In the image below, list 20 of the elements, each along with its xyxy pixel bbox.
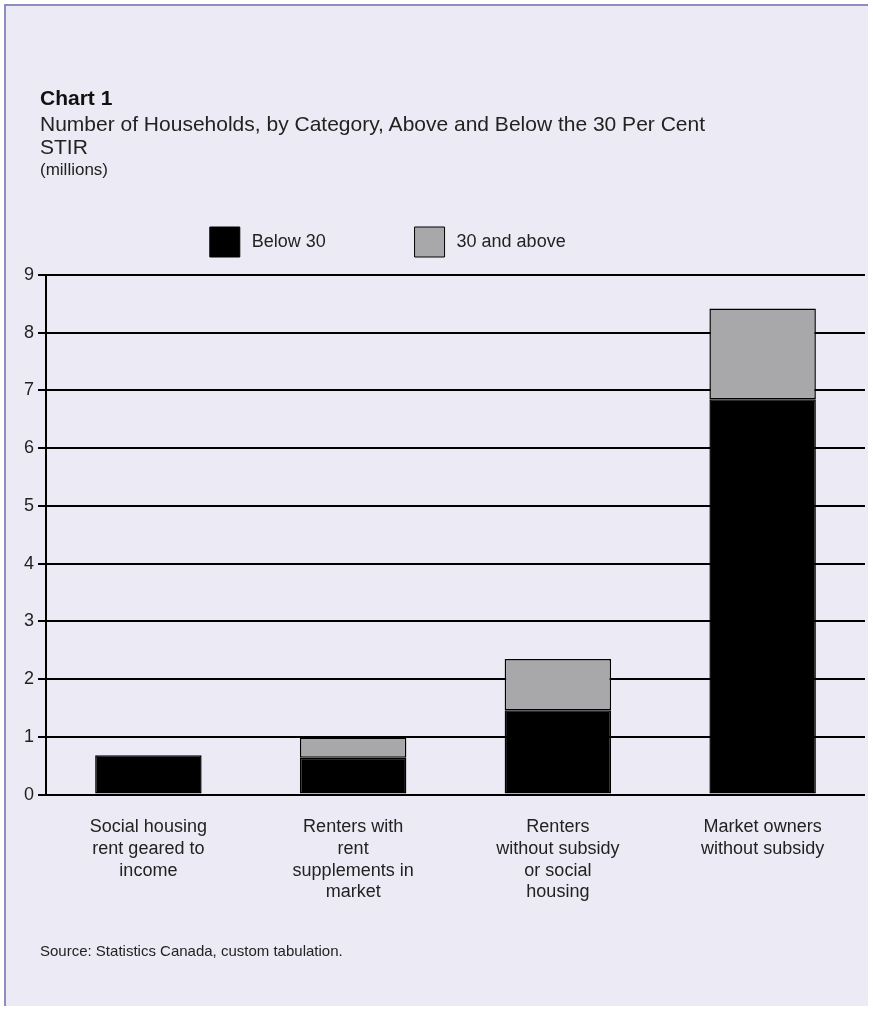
legend-label: Below 30: [251, 230, 326, 251]
y-tick-label: 0: [24, 783, 35, 804]
y-tick-label: 6: [24, 437, 35, 458]
chart-title: Chart 1: [40, 86, 113, 110]
x-tick-label: Renters with rent supplements in market: [292, 816, 414, 902]
y-tick-label: 7: [24, 379, 35, 400]
y-tick-label: 3: [24, 610, 35, 631]
y-tick-label: 5: [24, 494, 35, 515]
x-tick-label: Social housing rent geared to income: [89, 816, 207, 880]
x-tick-label: Renters without subsidy or social housing: [495, 816, 620, 902]
y-tick-label: 2: [24, 668, 35, 689]
y-tick-label: 1: [24, 725, 35, 746]
text: (millions): [40, 160, 108, 180]
chart-subtitle: Number of Households, by Category, Above and Below the 30 Per Cent STIR: [40, 112, 706, 158]
source-note: Source: Statistics Canada, custom tabulation.: [40, 942, 343, 959]
y-tick-label: 8: [24, 321, 35, 342]
x-tick-label: Market owners without subsidy: [700, 816, 825, 858]
y-tick-label: 9: [24, 263, 35, 284]
y-tick-label: 4: [24, 552, 35, 573]
legend-label: 30 and above: [456, 230, 566, 251]
